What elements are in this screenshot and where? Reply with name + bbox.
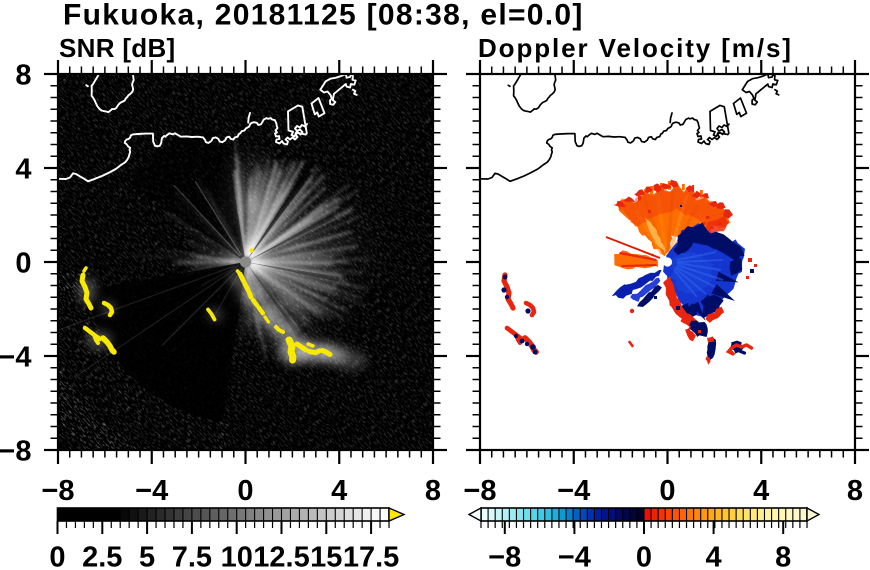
svg-text:−8: −8 xyxy=(488,542,521,570)
svg-text:0: 0 xyxy=(49,542,65,570)
svg-text:8: 8 xyxy=(15,60,31,92)
svg-text:7.5: 7.5 xyxy=(172,542,212,570)
svg-text:17.5: 17.5 xyxy=(343,542,399,570)
svg-text:4: 4 xyxy=(706,542,722,570)
svg-text:10: 10 xyxy=(221,542,253,570)
svg-text:−4: −4 xyxy=(558,542,591,570)
svg-text:4: 4 xyxy=(15,154,31,186)
svg-text:−4: −4 xyxy=(135,475,168,507)
svg-text:−8: −8 xyxy=(41,475,74,507)
svg-text:8: 8 xyxy=(847,475,863,507)
svg-text:0: 0 xyxy=(636,542,652,570)
svg-text:15: 15 xyxy=(310,542,342,570)
svg-text:SNR [dB]: SNR [dB] xyxy=(59,33,176,63)
svg-text:0: 0 xyxy=(659,475,675,507)
svg-text:0: 0 xyxy=(15,248,31,280)
svg-text:4: 4 xyxy=(331,475,347,507)
svg-text:−8: −8 xyxy=(0,436,32,468)
svg-text:Doppler Velocity [m/s]: Doppler Velocity [m/s] xyxy=(478,33,793,63)
svg-text:−4: −4 xyxy=(557,475,590,507)
svg-text:2.5: 2.5 xyxy=(82,542,122,570)
svg-text:8: 8 xyxy=(425,475,441,507)
svg-text:−8: −8 xyxy=(463,475,496,507)
svg-text:8: 8 xyxy=(775,542,791,570)
svg-text:12.5: 12.5 xyxy=(253,542,309,570)
svg-text:4: 4 xyxy=(753,475,769,507)
svg-text:Fukuoka, 20181125 [08:38, el=0: Fukuoka, 20181125 [08:38, el=0.0] xyxy=(63,0,584,32)
svg-text:−4: −4 xyxy=(0,342,32,374)
svg-text:5: 5 xyxy=(139,542,155,570)
svg-text:0: 0 xyxy=(237,475,253,507)
